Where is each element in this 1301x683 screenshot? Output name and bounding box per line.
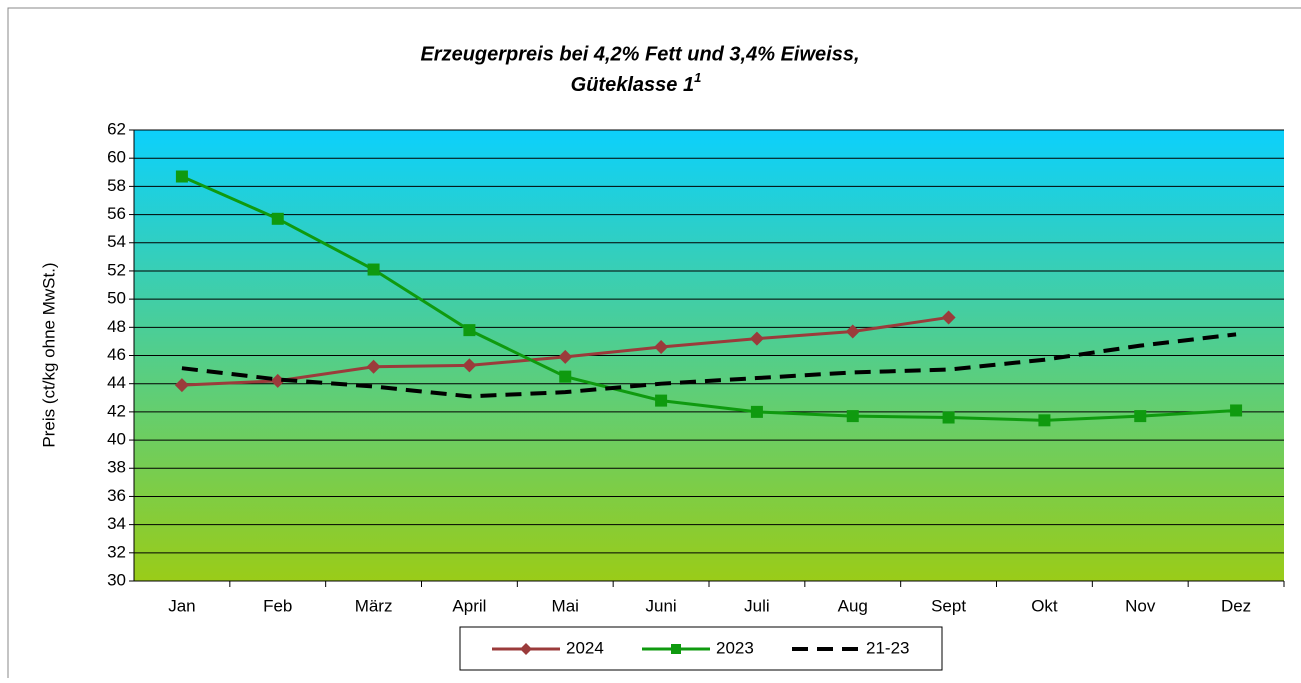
y-tick-label: 46 <box>107 345 126 364</box>
x-tick-label: April <box>452 596 486 615</box>
x-tick-label: Juli <box>744 596 770 615</box>
legend-label: 21-23 <box>866 638 909 657</box>
legend-label: 2024 <box>566 638 604 657</box>
legend-label: 2023 <box>716 638 754 657</box>
x-tick-label: Juni <box>645 596 676 615</box>
subtitle-superscript: 1 <box>694 70 701 85</box>
point <box>367 263 380 276</box>
y-tick-label: 56 <box>107 204 126 223</box>
point <box>463 324 476 337</box>
x-tick-label: Dez <box>1221 596 1251 615</box>
y-tick-label: 42 <box>107 401 126 420</box>
y-tick-label: 30 <box>107 570 126 589</box>
point <box>1230 404 1243 417</box>
y-tick-label: 60 <box>107 148 126 167</box>
series-line <box>181 332 1237 399</box>
point <box>366 359 381 374</box>
point <box>942 411 955 424</box>
y-tick-label: 58 <box>107 176 126 195</box>
y-tick-label: 62 <box>107 119 126 138</box>
y-tick-label: 32 <box>107 542 126 561</box>
y-tick-label: 44 <box>107 373 126 392</box>
point <box>941 310 956 325</box>
point <box>750 405 763 418</box>
point <box>559 370 572 383</box>
y-tick-label: 38 <box>107 458 126 477</box>
point <box>1038 414 1051 427</box>
point <box>1134 410 1147 423</box>
y-tick-label: 36 <box>107 486 126 505</box>
y-tick-label: 54 <box>107 232 126 251</box>
series-line <box>181 175 1237 422</box>
x-tick-label: Okt <box>1031 596 1058 615</box>
point <box>174 378 189 393</box>
legend-marker <box>671 644 681 654</box>
y-axis-label: Preis (ct/kg ohne MwSt.) <box>39 262 58 447</box>
y-tick-label: 50 <box>107 289 126 308</box>
y-tick-label: 48 <box>107 317 126 336</box>
y-tick-label: 34 <box>107 514 126 533</box>
point <box>462 358 477 373</box>
chart-title: Erzeugerpreis bei 4,2% Fett und 3,4% Eiw… <box>420 43 859 65</box>
x-tick-label: Jan <box>168 596 195 615</box>
y-tick-label: 52 <box>107 260 126 279</box>
point <box>845 324 860 339</box>
point <box>846 410 859 423</box>
x-tick-label: März <box>355 596 393 615</box>
chart-subtitle: Güteklasse 11 <box>571 70 702 96</box>
point <box>655 394 668 407</box>
y-tick-label: 40 <box>107 430 126 449</box>
point <box>270 373 285 388</box>
x-tick-label: Aug <box>838 596 868 615</box>
subtitle-text: Güteklasse 1 <box>571 74 694 96</box>
point <box>654 340 669 355</box>
point <box>175 170 188 183</box>
x-tick-label: Sept <box>931 596 966 615</box>
x-tick-label: Mai <box>552 596 579 615</box>
x-tick-label: Feb <box>263 596 292 615</box>
point <box>558 349 573 364</box>
point <box>749 331 764 346</box>
point <box>271 212 284 225</box>
legend-marker <box>520 643 532 655</box>
x-tick-label: Nov <box>1125 596 1156 615</box>
